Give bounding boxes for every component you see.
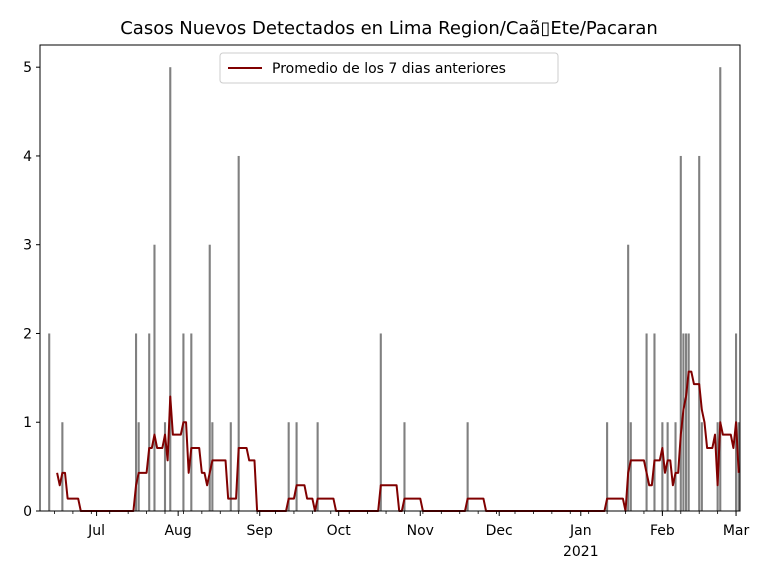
legend: Promedio de los 7 dias anteriores (219, 52, 559, 84)
y-tick-label: 5 (23, 60, 32, 76)
y-tick-label: 4 (23, 149, 32, 165)
bar (679, 155, 682, 511)
bar (700, 422, 703, 511)
bar (229, 422, 232, 511)
bar (48, 333, 51, 511)
bar (466, 422, 469, 511)
bar (661, 422, 664, 511)
y-tick-label: 3 (23, 238, 32, 254)
bar (237, 155, 240, 511)
chart-title: Casos Nuevos Detectados en Lima Region/C… (120, 18, 658, 39)
bar (190, 333, 193, 511)
legend-label: Promedio de los 7 dias anteriores (272, 61, 506, 77)
bar (295, 422, 298, 511)
bar (682, 333, 685, 511)
y-tick-label: 0 (23, 504, 32, 520)
bar (666, 422, 669, 511)
y-tick-label: 2 (23, 326, 32, 342)
x-tick-label: Oct (327, 523, 352, 539)
y-axis: 0 1 2 3 4 5 (23, 60, 40, 520)
bar (148, 333, 151, 511)
y-tick-label: 1 (23, 415, 32, 431)
bar (685, 333, 688, 511)
bar (627, 244, 630, 511)
x-tick-year-label: 2021 (563, 544, 599, 560)
bar (287, 422, 290, 511)
bar (137, 422, 140, 511)
bar (211, 422, 214, 511)
bar (153, 244, 156, 511)
bar (316, 422, 319, 511)
bar (403, 422, 406, 511)
x-tick-label: Aug (164, 523, 191, 539)
bar (169, 67, 172, 511)
x-tick-label: Nov (407, 523, 434, 539)
bar (698, 155, 701, 511)
bar (719, 67, 722, 511)
x-tick-label: Sep (247, 523, 274, 539)
bar (645, 333, 648, 511)
x-tick-label: Feb (650, 523, 675, 539)
x-tick-label: Mar (723, 523, 750, 539)
bar (653, 333, 656, 511)
bar (163, 422, 167, 511)
bar (687, 333, 690, 511)
x-tick-label: Jul (87, 523, 105, 539)
plot-frame (39, 44, 741, 512)
x-tick-label: Jan (569, 523, 592, 539)
bar (135, 333, 138, 511)
bar (674, 422, 677, 511)
bar (61, 422, 64, 511)
bar (606, 422, 609, 511)
bar (208, 244, 211, 511)
bar (379, 333, 382, 511)
legend-box (219, 52, 559, 84)
x-tick-label: Dec (486, 523, 513, 539)
bar (629, 422, 632, 511)
